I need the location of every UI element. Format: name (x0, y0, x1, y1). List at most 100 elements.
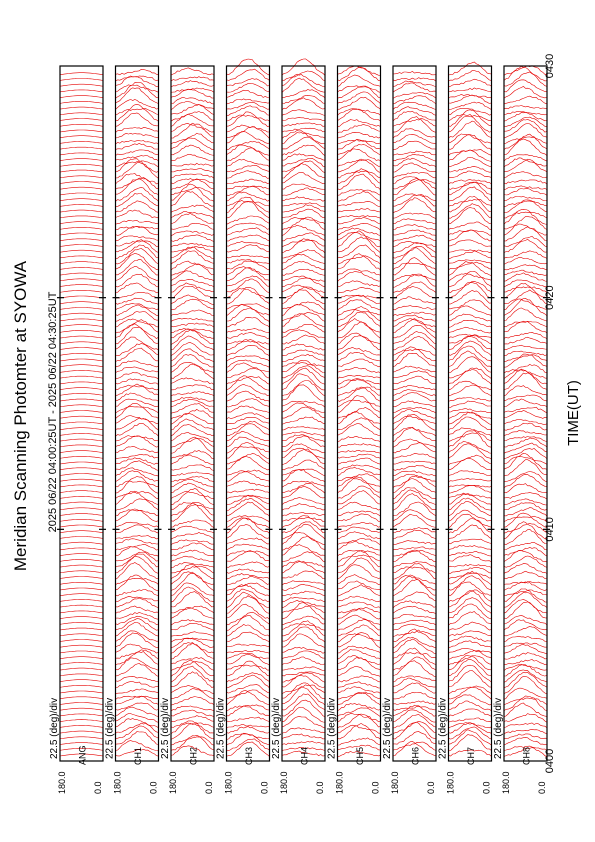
scan-trace (59, 707, 104, 711)
scan-trace (170, 424, 215, 437)
scan-trace (503, 702, 548, 717)
scan-trace (115, 158, 159, 173)
scan-trace (226, 278, 270, 293)
scan-trace (281, 707, 326, 723)
scan-trace (281, 517, 326, 522)
scan-trace (503, 614, 548, 626)
scan-trace (226, 89, 270, 98)
scan-trace (281, 343, 326, 351)
scan-trace (59, 129, 104, 133)
scan-trace (448, 369, 492, 385)
scan-trace (115, 663, 159, 677)
scan-trace (503, 331, 548, 340)
scan-trace (448, 603, 492, 620)
scan-trace (337, 190, 381, 202)
scan-trace (392, 470, 437, 477)
scan-trace (59, 318, 104, 322)
scan-trace (170, 488, 215, 506)
scan-trace (115, 551, 159, 562)
scan-trace (170, 409, 215, 420)
scan-trace (448, 186, 492, 202)
scan-trace (59, 444, 104, 448)
scan-trace (503, 298, 548, 310)
scan-trace (170, 263, 215, 276)
scan-trace (59, 553, 104, 556)
scan-trace (448, 518, 492, 534)
scan-trace (226, 469, 270, 476)
scan-trace (448, 597, 492, 614)
scan-trace (226, 576, 270, 586)
scan-trace (392, 285, 437, 299)
scan-trace (115, 508, 159, 522)
scan-trace (337, 168, 381, 184)
scan-trace (226, 442, 270, 459)
scan-trace (503, 133, 548, 150)
panel-ch6: 180.0 0.0 CH6 22.5 (deg)/div (382, 65, 439, 794)
panel-ch8: 180.0 0.0 CH8 22.5 (deg)/div (493, 65, 550, 794)
scan-trace (448, 501, 492, 517)
scan-trace (226, 724, 270, 728)
scan-trace (226, 412, 270, 420)
panel-frame (447, 65, 493, 762)
panel-traces (170, 67, 215, 757)
scan-trace (337, 449, 381, 454)
scan-trace (337, 74, 381, 87)
scan-trace (503, 158, 548, 173)
scan-trace (226, 501, 270, 517)
scan-trace (393, 335, 437, 351)
scan-trace (503, 105, 548, 110)
scan-trace (115, 187, 159, 202)
scan-trace (337, 522, 381, 529)
scan-trace (337, 244, 381, 259)
scan-trace (59, 541, 104, 545)
scan-trace (115, 740, 159, 752)
scan-trace (337, 580, 381, 590)
scan-trace (337, 655, 381, 665)
scan-trace (226, 254, 270, 259)
scan-trace (59, 519, 104, 522)
scan-trace (281, 202, 326, 208)
scan-trace (226, 726, 270, 734)
scan-trace (226, 689, 270, 700)
scan-trace (281, 740, 326, 745)
scan-trace (115, 615, 159, 625)
scan-trace (337, 217, 381, 225)
scan-trace (115, 605, 159, 614)
scan-trace (337, 703, 381, 712)
scan-trace (337, 227, 381, 236)
scan-trace (281, 486, 326, 499)
scan-trace (281, 656, 326, 666)
panel-ch2: 180.0 0.0 CH2 22.5 (deg)/div (160, 65, 217, 794)
scan-trace (115, 343, 159, 356)
scan-trace (448, 335, 492, 350)
scan-trace (59, 370, 104, 373)
scan-trace (448, 203, 492, 219)
scan-trace (59, 261, 104, 264)
scan-trace (337, 158, 381, 173)
scan-trace (281, 623, 326, 631)
scan-trace (503, 136, 548, 145)
scan-trace (170, 619, 215, 626)
scan-trace (448, 350, 492, 368)
scan-trace (226, 624, 270, 637)
scan-trace (503, 111, 548, 116)
scan-trace (392, 262, 437, 271)
scan-trace (392, 346, 437, 362)
scan-trace (337, 619, 381, 631)
scan-trace (226, 147, 270, 161)
scan-trace (115, 713, 159, 723)
scan-trace (59, 381, 104, 385)
scan-trace (392, 245, 437, 259)
scan-trace (337, 201, 381, 207)
scan-trace (503, 528, 548, 545)
panel-traces (115, 68, 159, 757)
scan-trace (226, 684, 270, 694)
scan-trace (170, 211, 215, 219)
scan-trace (503, 563, 548, 574)
scan-trace (281, 172, 325, 184)
scan-trace (115, 239, 159, 253)
scan-trace (115, 612, 159, 620)
scan-trace (392, 212, 437, 219)
panel-frame (503, 65, 548, 762)
scan-trace (337, 255, 381, 265)
